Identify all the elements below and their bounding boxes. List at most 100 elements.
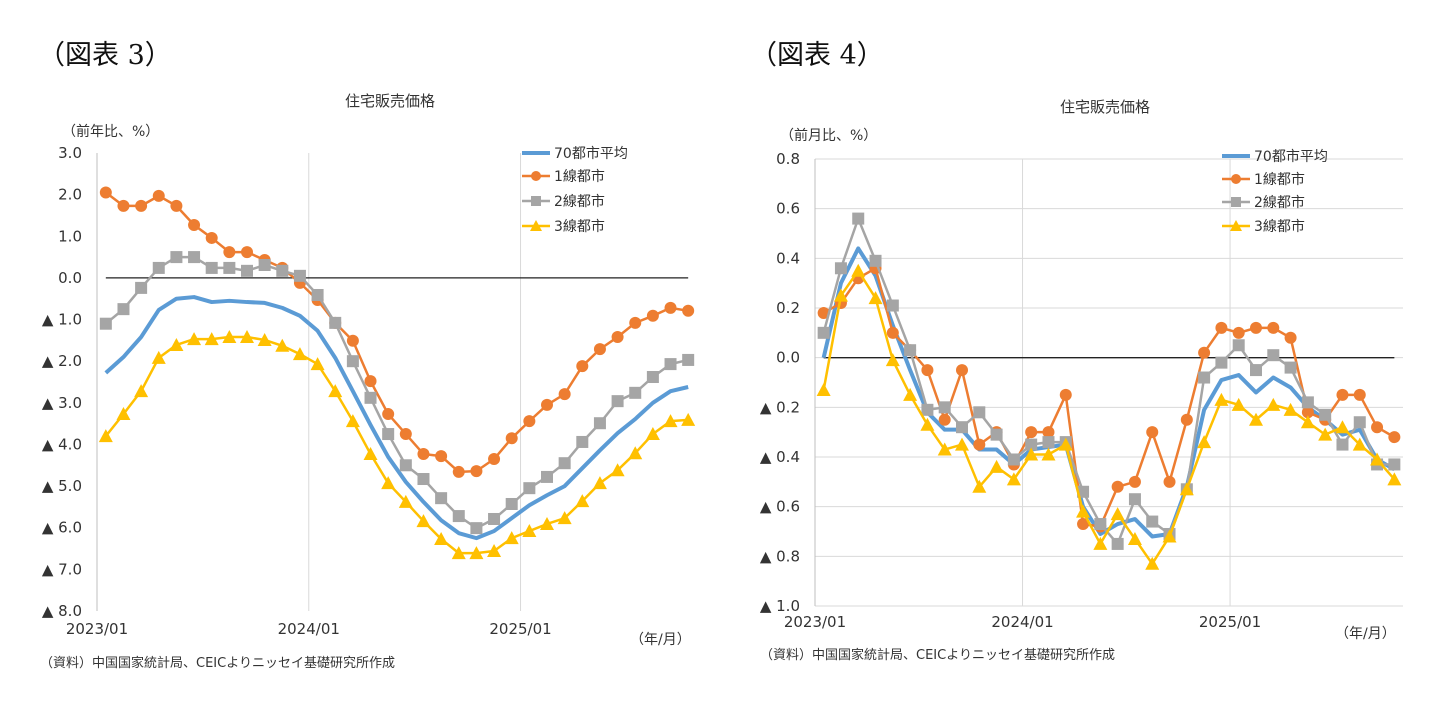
data-point	[1146, 515, 1159, 528]
data-point	[116, 407, 131, 421]
data-point	[257, 332, 272, 346]
y-tick-label: ▲ 0.4	[760, 448, 800, 466]
data-point	[1145, 556, 1160, 570]
data-point	[1198, 346, 1211, 359]
y-tick-label: ▲ 4.0	[42, 435, 82, 453]
x-tick-label: 2023/01	[784, 613, 846, 631]
data-point	[381, 476, 396, 490]
data-point	[276, 264, 289, 277]
data-point	[1042, 426, 1055, 439]
data-point	[663, 414, 678, 428]
data-point	[540, 516, 554, 530]
data-point	[817, 326, 830, 339]
data-point	[1353, 388, 1366, 401]
y-tick-label: 0.8	[776, 150, 800, 168]
x-axis-unit-label: （年/月）	[1335, 626, 1396, 642]
series-line	[104, 335, 689, 555]
data-point	[523, 415, 536, 428]
data-point	[398, 494, 413, 508]
data-point	[1371, 421, 1384, 434]
legend-marker	[1230, 220, 1242, 231]
data-point	[1076, 504, 1091, 518]
data-point	[382, 428, 395, 441]
data-point	[1336, 388, 1349, 401]
data-point	[452, 465, 465, 478]
data-point	[187, 332, 202, 346]
data-point	[989, 459, 1004, 473]
data-point	[1301, 406, 1314, 419]
data-point	[1266, 397, 1281, 411]
data-point	[557, 511, 572, 525]
data-point	[956, 421, 968, 434]
data-point	[329, 316, 342, 329]
y-tick-label: 1.0	[58, 227, 82, 245]
data-point	[1250, 321, 1262, 334]
legend-marker	[531, 196, 541, 206]
chart-mom: 住宅販売価格 （前月比、%） （年/月） （資料）中国国家統計局、CEICよりニッセイ…	[760, 98, 1403, 663]
data-point	[205, 261, 218, 274]
y-tick-label: 0.0	[776, 349, 800, 367]
series-line	[822, 217, 1395, 546]
data-point	[1388, 458, 1401, 471]
data-point	[682, 304, 695, 317]
data-point	[364, 375, 377, 388]
data-point	[1318, 427, 1333, 441]
legend-item: 1線都市	[522, 168, 605, 185]
data-point	[1024, 447, 1039, 461]
chart-title: 住宅販売価格	[345, 92, 435, 110]
legend-item: 3線都市	[1222, 218, 1305, 235]
y-tick-label: ▲ 5.0	[42, 477, 82, 495]
x-axis-unit-label: （年/月）	[630, 632, 691, 648]
data-point	[346, 334, 359, 347]
data-point	[310, 357, 325, 371]
data-point	[904, 344, 917, 357]
y-tick-label: 0.6	[776, 200, 800, 218]
data-point	[170, 199, 183, 212]
legend-label: 70都市平均	[1254, 148, 1328, 165]
data-point	[241, 264, 253, 277]
data-point	[973, 406, 986, 419]
data-point	[575, 494, 590, 508]
data-point	[576, 435, 589, 448]
data-point	[205, 231, 218, 244]
data-point	[921, 403, 934, 416]
series-tier-3	[98, 330, 696, 560]
y-axis-label: （前月比、%）	[780, 127, 877, 144]
data-point	[956, 364, 968, 377]
data-point	[292, 347, 307, 361]
data-point	[151, 350, 166, 364]
legend-label: 1線都市	[554, 168, 605, 185]
data-point	[990, 428, 1003, 441]
data-point	[222, 330, 237, 344]
series-tier-3	[816, 263, 1402, 570]
data-point	[469, 546, 484, 560]
series-line	[823, 267, 1395, 528]
data-point	[1006, 472, 1021, 486]
data-point	[117, 199, 130, 212]
data-point	[1042, 436, 1055, 449]
data-point	[1352, 437, 1367, 451]
data-point	[417, 448, 430, 461]
series-line	[105, 191, 689, 474]
data-point	[938, 401, 951, 414]
data-point	[240, 330, 254, 344]
data-point	[1111, 480, 1124, 493]
data-point	[505, 497, 518, 510]
data-point	[920, 417, 935, 431]
data-point	[399, 459, 412, 472]
data-point	[1319, 408, 1332, 421]
data-point	[1215, 356, 1228, 369]
data-point	[382, 408, 395, 421]
series-70-city-avg	[104, 295, 689, 541]
data-point	[99, 186, 112, 199]
data-point	[869, 254, 882, 267]
data-point	[1077, 485, 1090, 498]
data-point	[363, 447, 378, 461]
figure-label-3: （図表 3）	[38, 40, 172, 71]
y-tick-label: ▲ 0.6	[760, 498, 800, 516]
data-point	[1093, 536, 1108, 550]
legend-label: 1線都市	[1254, 171, 1305, 188]
data-point	[505, 432, 518, 445]
data-point	[1163, 475, 1176, 488]
